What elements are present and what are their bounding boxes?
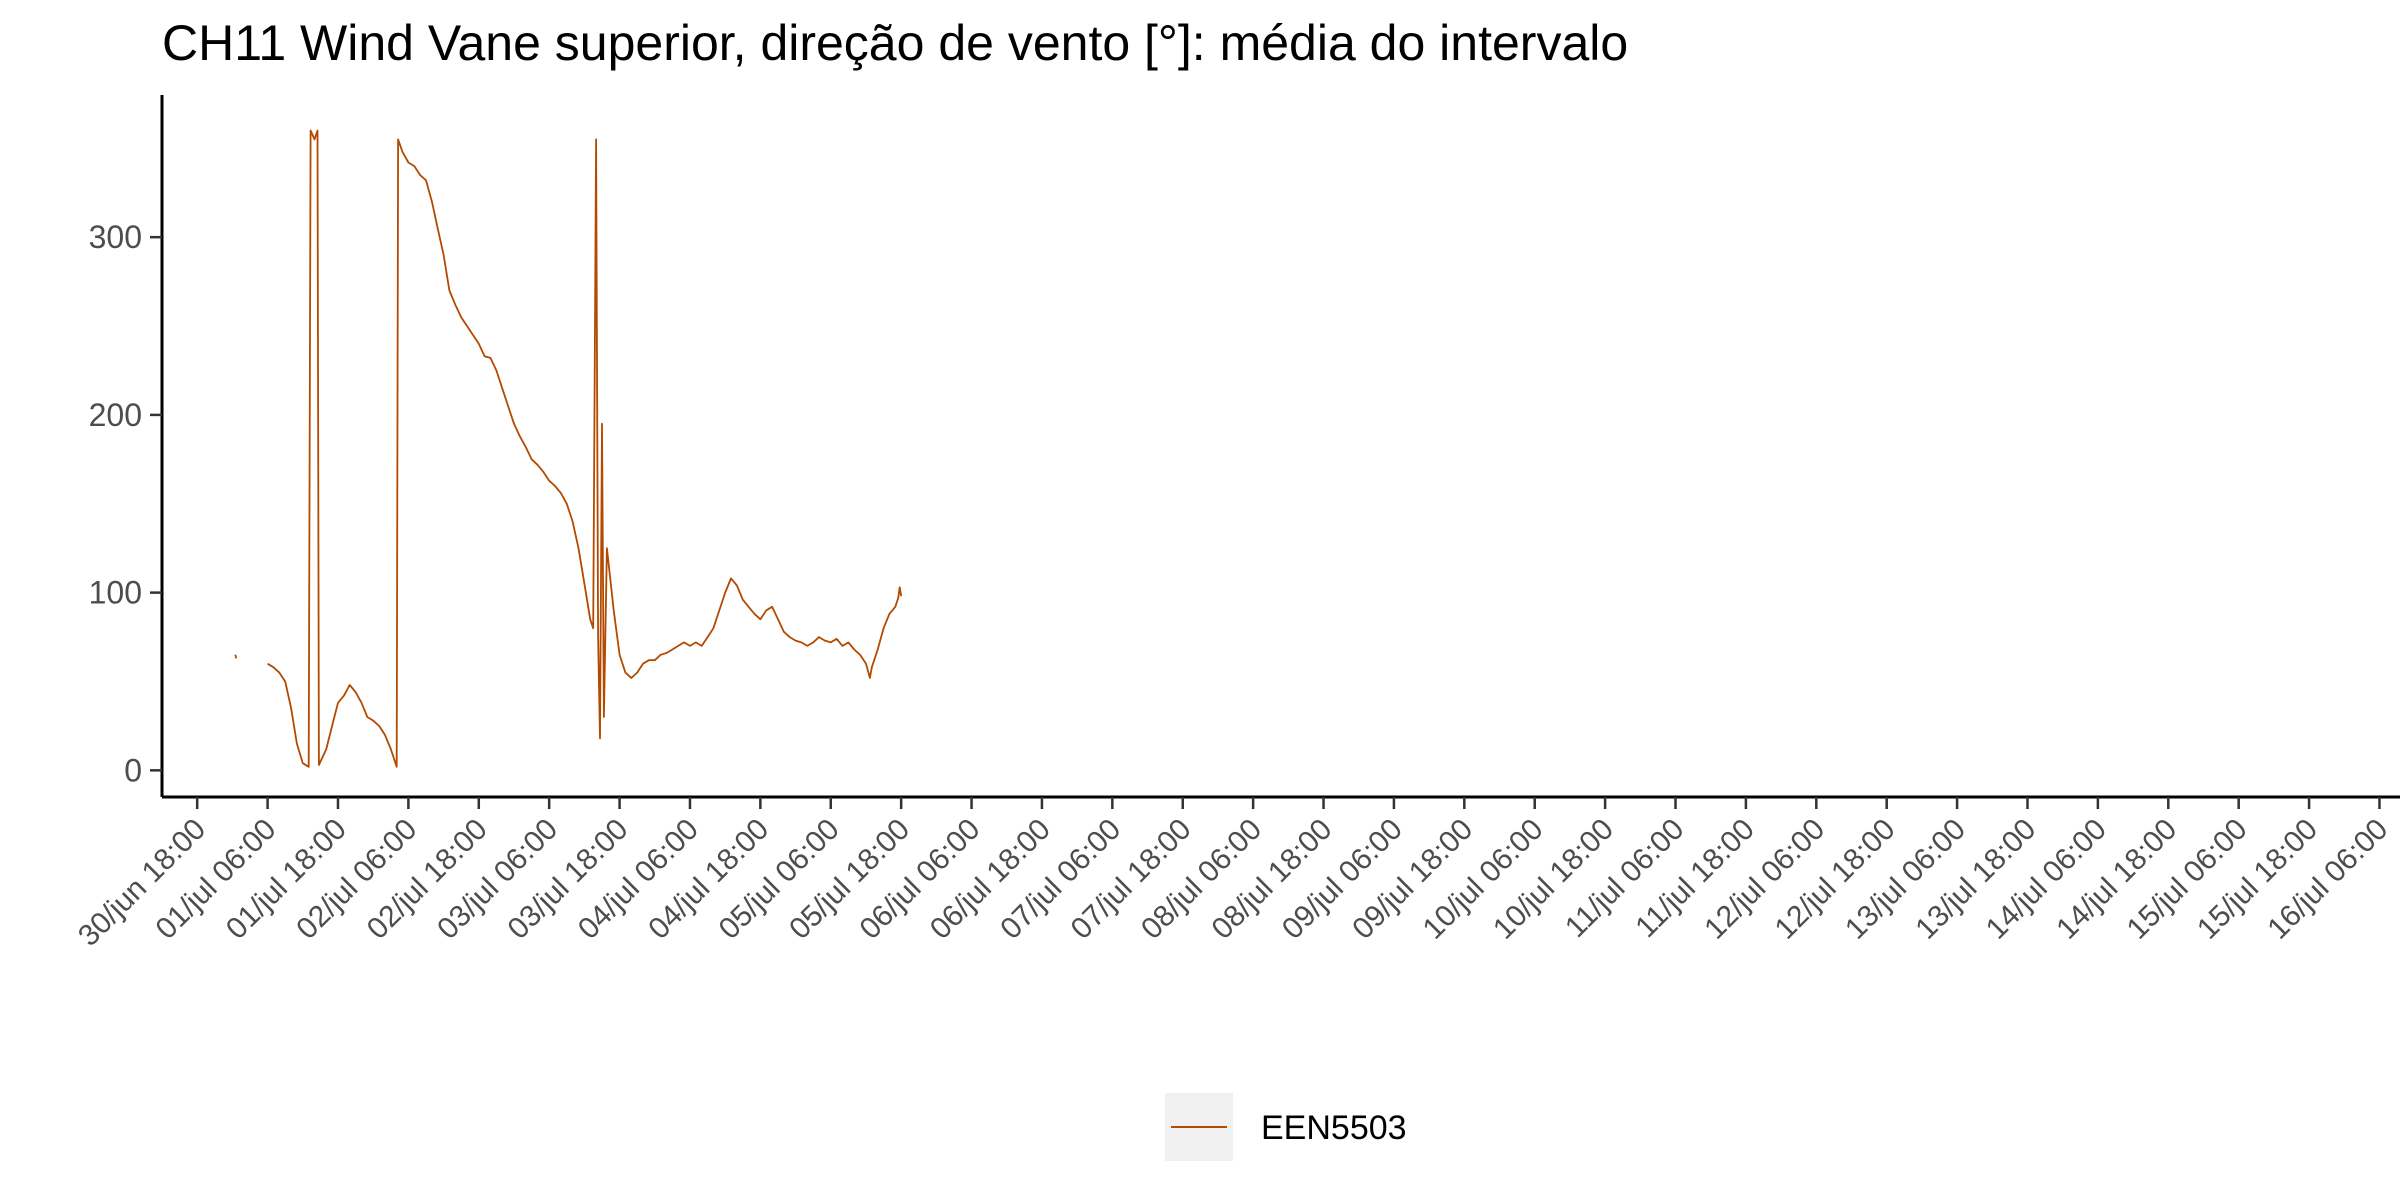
series-layer xyxy=(234,129,903,768)
y-tick-label: 300 xyxy=(89,219,142,255)
y-tick-label: 100 xyxy=(89,575,142,611)
series-line-segment xyxy=(267,129,903,768)
series-line-segment xyxy=(234,654,238,659)
legend: EEN5503 xyxy=(1165,1093,1407,1161)
y-tick-label: 200 xyxy=(89,397,142,433)
chart-title: CH11 Wind Vane superior, direção de vent… xyxy=(162,15,1628,71)
y-tick-label: 0 xyxy=(124,752,142,788)
y-axis: 0 100 200 300 xyxy=(89,95,164,797)
legend-label: EEN5503 xyxy=(1261,1109,1407,1147)
